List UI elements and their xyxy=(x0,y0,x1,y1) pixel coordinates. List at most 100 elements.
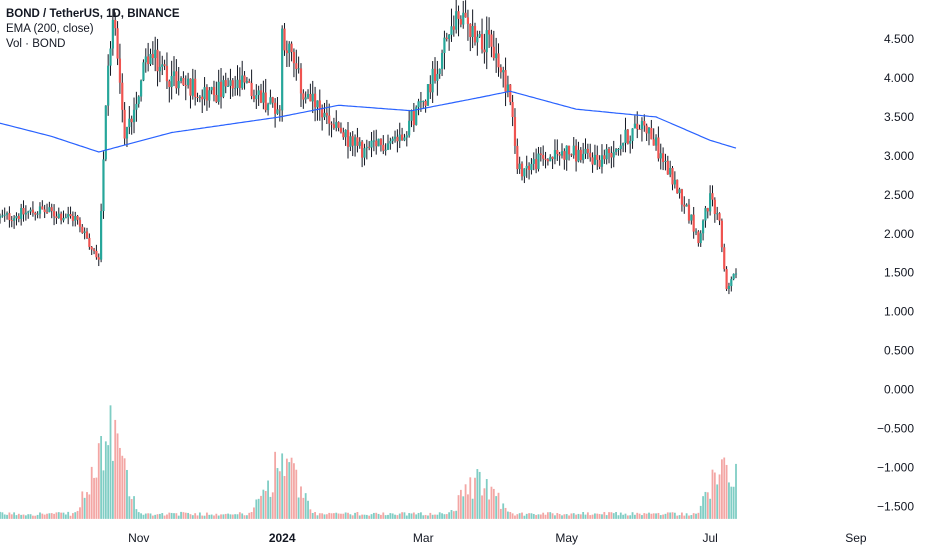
volume-bar xyxy=(709,498,712,519)
volume-bar xyxy=(180,511,182,519)
candle xyxy=(1,209,4,218)
volume-bar xyxy=(46,513,48,519)
candle xyxy=(74,211,77,227)
volume-bar xyxy=(438,512,441,519)
candle xyxy=(469,23,472,52)
candle xyxy=(678,187,681,199)
symbol-title[interactable]: BOND / TetherUS, 1D, BINANCE xyxy=(6,8,180,20)
candle xyxy=(575,139,578,172)
volume-bar xyxy=(142,514,145,519)
volume-bar xyxy=(274,451,277,519)
candle xyxy=(226,77,230,87)
candle xyxy=(92,247,96,255)
candle xyxy=(36,211,39,219)
volume-bar xyxy=(229,514,232,519)
volume-bar xyxy=(135,509,138,519)
candle xyxy=(473,22,477,46)
volume-bar xyxy=(114,419,117,519)
price-axis[interactable]: 4.500 4.000 3.500 3.000 2.500 2.000 1.500 1.000… xyxy=(877,32,914,513)
candle xyxy=(285,40,288,67)
volume-bar xyxy=(420,512,422,519)
volume-bar xyxy=(344,512,347,519)
volume-bar xyxy=(554,515,556,519)
candle xyxy=(389,137,392,150)
volume-bar xyxy=(619,512,622,519)
candle xyxy=(440,49,444,77)
volume-bar xyxy=(415,514,418,519)
candle xyxy=(542,145,545,166)
candle xyxy=(713,197,716,223)
volume-bar xyxy=(340,513,342,519)
candle xyxy=(636,111,639,139)
volume-bar xyxy=(39,512,41,519)
candle xyxy=(252,89,256,103)
volume-bar xyxy=(434,514,436,519)
volume-bar xyxy=(539,514,542,519)
volume-bar xyxy=(638,513,641,519)
volume-bar xyxy=(603,512,606,519)
candle xyxy=(175,59,178,94)
volume-bar xyxy=(650,513,653,519)
volume-bar xyxy=(64,514,67,519)
candle xyxy=(328,103,331,136)
candlesticks xyxy=(0,0,738,295)
volume-bar xyxy=(81,491,84,519)
candle xyxy=(250,69,253,100)
candle xyxy=(29,207,32,215)
volume-bar xyxy=(622,514,625,519)
volume-bar xyxy=(612,513,615,519)
candle xyxy=(716,206,719,220)
volume-bar xyxy=(481,495,483,519)
candle xyxy=(654,134,658,151)
candle xyxy=(617,148,620,156)
volume-bar xyxy=(311,512,314,519)
volume-bar xyxy=(321,513,324,519)
time-axis[interactable]: Nov 2024 Mar May Jul Sep xyxy=(128,531,867,545)
candle xyxy=(309,83,312,102)
candle xyxy=(210,86,213,95)
volume-legend[interactable]: Vol · BOND xyxy=(6,38,66,50)
volume-bar xyxy=(499,508,502,519)
candle xyxy=(17,213,20,223)
volume-bar xyxy=(53,513,55,519)
candle xyxy=(629,135,632,154)
candle xyxy=(626,128,629,145)
volume-bar xyxy=(410,513,413,519)
volume-bar xyxy=(276,468,279,519)
volume-bar xyxy=(60,512,63,519)
volume-bar xyxy=(217,515,220,519)
volume-bar xyxy=(175,513,178,519)
candle xyxy=(633,115,636,129)
candle xyxy=(553,139,557,165)
volume-bar xyxy=(671,512,674,519)
volume-bar xyxy=(119,447,121,519)
volume-bar xyxy=(300,486,302,519)
volume-bar xyxy=(549,512,552,519)
volume-bar xyxy=(281,453,284,519)
candle xyxy=(278,105,281,122)
x-tick-label: May xyxy=(555,531,578,545)
volume-bar xyxy=(335,512,338,519)
volume-bar xyxy=(236,514,239,519)
volume-bar xyxy=(507,511,509,519)
volume-bar xyxy=(128,496,131,519)
volume-bar xyxy=(584,514,587,519)
candle xyxy=(97,253,100,267)
candle xyxy=(194,69,197,106)
volume-bar xyxy=(32,515,34,519)
candle xyxy=(339,122,343,134)
volume-bar xyxy=(206,512,208,519)
volume-bar xyxy=(140,513,142,519)
candle xyxy=(107,54,110,116)
candle xyxy=(241,60,244,90)
volume-bar xyxy=(488,499,490,519)
candle xyxy=(48,201,51,213)
candle xyxy=(563,148,566,170)
ema-legend[interactable]: EMA (200, close) xyxy=(6,23,94,35)
candle xyxy=(603,149,606,164)
volume-bar xyxy=(591,514,594,519)
volume-bar xyxy=(688,515,690,519)
volume-bar xyxy=(271,492,274,519)
candle xyxy=(274,98,277,128)
